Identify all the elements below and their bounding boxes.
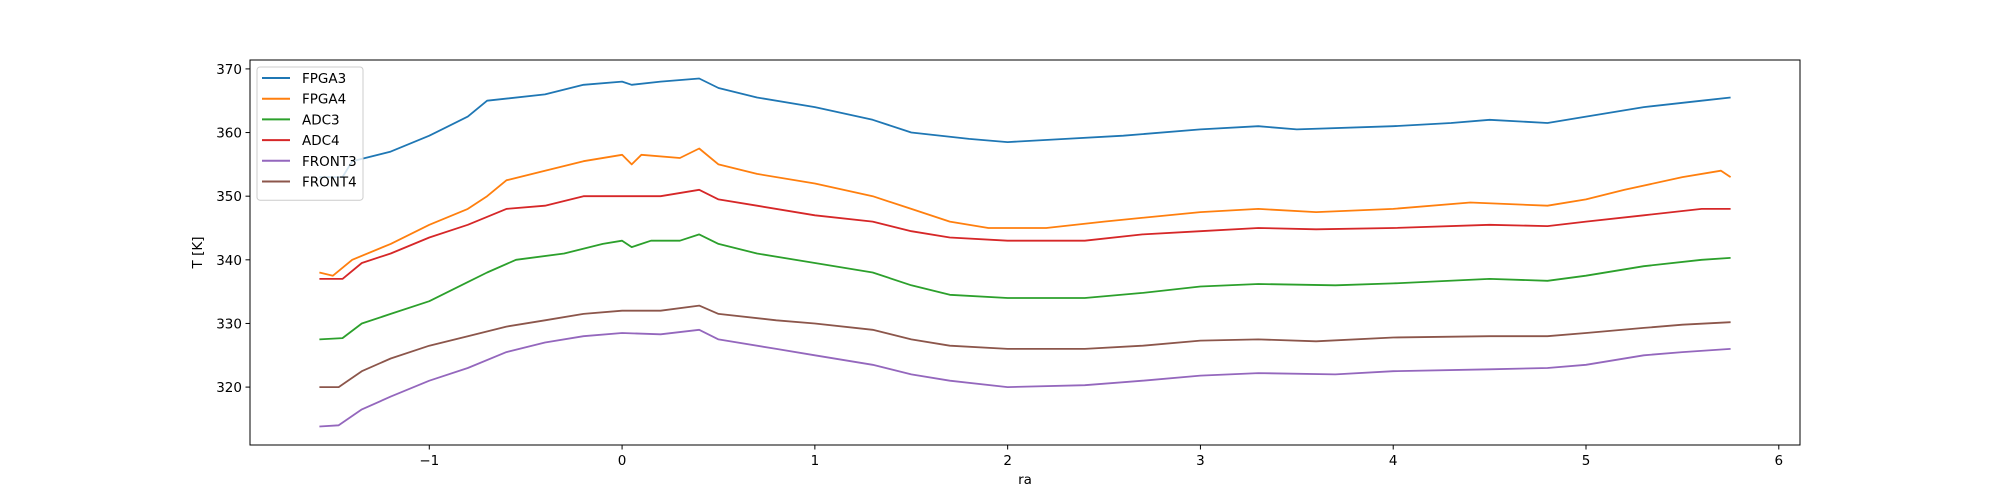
x-tick-label: 3 bbox=[1196, 453, 1205, 469]
y-tick-label: 350 bbox=[216, 189, 242, 205]
legend-label: FPGA3 bbox=[302, 71, 346, 87]
legend-label: FRONT3 bbox=[302, 154, 357, 170]
x-tick-label: 0 bbox=[618, 453, 627, 469]
x-axis: −1 0 1 2 3 4 5 6 bbox=[419, 445, 1783, 469]
y-tick-label: 360 bbox=[216, 126, 242, 142]
legend-label: FRONT4 bbox=[302, 175, 357, 191]
series-line-front3 bbox=[319, 328, 1731, 428]
legend-label: ADC3 bbox=[302, 112, 340, 128]
legend-box bbox=[256, 66, 364, 201]
plot-lines bbox=[319, 77, 1732, 428]
x-tick-label: 5 bbox=[1582, 453, 1591, 469]
y-tick-label: 340 bbox=[216, 253, 242, 269]
y-axis: 320 330 340 350 360 370 bbox=[216, 62, 250, 396]
series-line-adc3 bbox=[319, 233, 1731, 341]
series-line-fpga4 bbox=[319, 147, 1732, 277]
y-axis-label: T [K] bbox=[190, 237, 206, 270]
series-line-fpga3 bbox=[319, 77, 1731, 179]
legend-label: ADC4 bbox=[302, 133, 340, 149]
y-tick-label: 330 bbox=[216, 316, 242, 332]
axes-frame bbox=[249, 59, 1801, 446]
x-tick-label: 6 bbox=[1774, 453, 1783, 469]
legend-label: FPGA4 bbox=[302, 92, 346, 108]
x-axis-label: ra bbox=[1018, 472, 1032, 488]
legend: FPGA3 FPGA4 ADC3 ADC4 FRONT3 FRONT4 bbox=[256, 66, 364, 201]
y-tick-label: 320 bbox=[216, 380, 242, 396]
x-tick-label: 1 bbox=[811, 453, 820, 469]
x-tick-label: 4 bbox=[1389, 453, 1398, 469]
series-line-front4 bbox=[319, 304, 1731, 389]
series-line-adc4 bbox=[319, 188, 1731, 280]
y-tick-label: 370 bbox=[216, 62, 242, 78]
x-tick-label: 2 bbox=[1003, 453, 1012, 469]
x-tick-label: −1 bbox=[419, 453, 439, 469]
